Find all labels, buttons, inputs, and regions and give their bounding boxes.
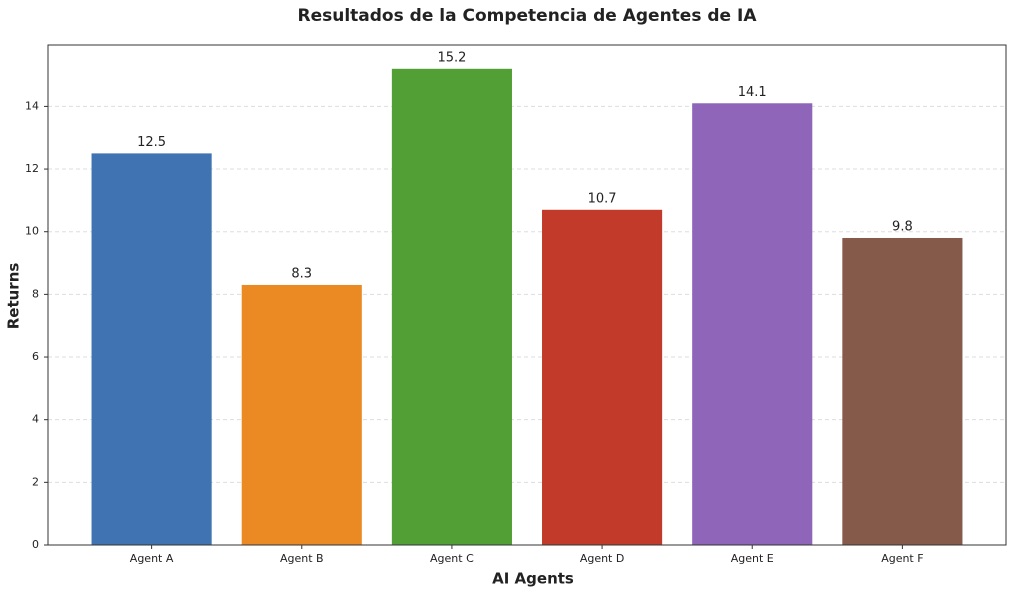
x-tick-label: Agent C — [430, 552, 474, 565]
y-axis-label: Returns — [5, 263, 23, 330]
y-tick-label: 0 — [32, 538, 39, 551]
bar — [542, 209, 663, 545]
y-tick-label: 12 — [25, 162, 39, 175]
bar — [241, 284, 362, 545]
x-tick-label: Agent B — [280, 552, 324, 565]
x-tick-label: Agent A — [130, 552, 174, 565]
x-tick-label: Agent E — [731, 552, 774, 565]
bar — [692, 103, 813, 545]
value-label: 9.8 — [892, 219, 913, 234]
value-label: 15.2 — [437, 50, 466, 65]
x-tick-label: Agent D — [580, 552, 625, 565]
y-tick-label: 10 — [25, 225, 39, 238]
plot-frame — [47, 44, 1007, 546]
value-label: 12.5 — [137, 135, 166, 150]
x-tick-label: Agent F — [881, 552, 923, 565]
y-tick-label: 2 — [32, 475, 39, 488]
y-tick-label: 4 — [32, 413, 39, 426]
chart-title: Resultados de la Competencia de Agentes … — [298, 6, 758, 26]
value-label: 10.7 — [588, 191, 617, 206]
value-label: 8.3 — [291, 266, 312, 281]
bar — [391, 68, 512, 546]
x-axis-label: AI Agents — [492, 570, 574, 588]
y-tick-label: 8 — [32, 287, 39, 300]
y-tick-label: 6 — [32, 350, 39, 363]
bar — [842, 237, 963, 545]
bar — [91, 153, 212, 545]
y-tick-label: 14 — [25, 99, 39, 112]
value-label: 14.1 — [738, 85, 767, 100]
